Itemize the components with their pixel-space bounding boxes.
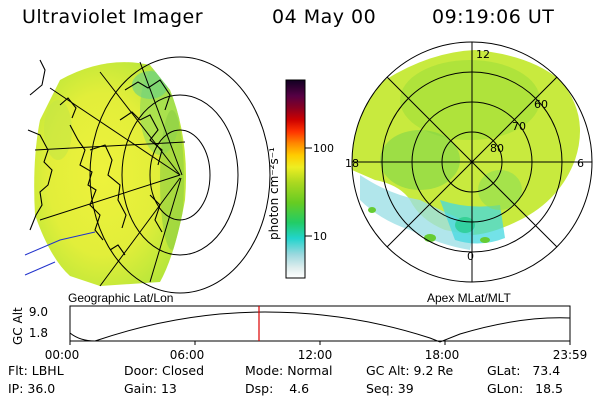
altitude-curve — [69, 311, 571, 343]
info-mode: Mode: Normal — [245, 363, 333, 378]
geographic-grid — [34, 56, 271, 294]
info-ip: IP: 36.0 — [8, 381, 56, 396]
info-door: Door: Closed — [124, 363, 205, 378]
mlt-label-12: 12 — [476, 48, 490, 61]
info-flt: Flt: LBHL — [8, 363, 64, 378]
geographic-texture — [44, 65, 184, 250]
coastline-outlines — [27, 59, 171, 256]
info-glon: GLon: 18.5 — [487, 381, 563, 396]
altitude-timeline: 9.0 1.8 00:00 06:00 12:00 18:00 23:59 GC… — [11, 305, 587, 362]
mlat-label-80: 80 — [490, 142, 504, 155]
mlt-label-6: 6 — [577, 157, 584, 170]
terminator-lines — [24, 231, 96, 276]
mlt-label-0: 0 — [467, 250, 474, 263]
apex-panel: 12 18 6 0 60 70 80 Apex MLat/MLT — [345, 41, 593, 305]
time-label: 09:19:06 UT — [432, 6, 555, 28]
instrument-title: Ultraviolet Imager — [22, 6, 204, 28]
apex-grid — [351, 41, 593, 283]
timeline-xtick-1: 06:00 — [170, 348, 205, 362]
geographic-panel: Geographic Lat/Lon — [24, 56, 271, 305]
info-gain: Gain: 13 — [124, 381, 177, 396]
timeline-ytick-high: 9.0 — [29, 305, 48, 319]
mlt-label-18: 18 — [345, 157, 359, 170]
info-glat: GLat: 73.4 — [487, 363, 561, 378]
colorbar: 100 10 photon cm⁻²s⁻¹ — [267, 79, 334, 279]
colorbar-tick-100: 100 — [313, 142, 334, 155]
timeline-xtick-3: 18:00 — [425, 348, 460, 362]
colorbar-unit-label: photon cm⁻²s⁻¹ — [267, 147, 281, 240]
mlat-label-60: 60 — [534, 98, 548, 111]
timeline-xtick-0: 00:00 — [45, 348, 80, 362]
timeline-xtick-4: 23:59 — [553, 348, 588, 362]
timeline-ylabel: GC Alt — [11, 307, 25, 345]
colorbar-tick-10: 10 — [313, 230, 327, 243]
geographic-label: Geographic Lat/Lon — [68, 291, 173, 305]
timeline-frame — [69, 305, 571, 342]
info-seq: Seq: 39 — [366, 381, 414, 396]
timeline-ytick-low: 1.8 — [29, 326, 48, 340]
apex-label: Apex MLat/MLT — [427, 291, 511, 305]
timeline-xtick-2: 12:00 — [298, 348, 333, 362]
apex-aurora-image — [352, 50, 580, 250]
date-label: 04 May 00 — [272, 6, 377, 28]
colorbar-gradient — [285, 79, 306, 279]
info-dsp: Dsp: 4.6 — [245, 381, 310, 396]
mlat-label-70: 70 — [512, 120, 526, 133]
info-gc-alt: GC Alt: 9.2 Re — [366, 363, 454, 378]
